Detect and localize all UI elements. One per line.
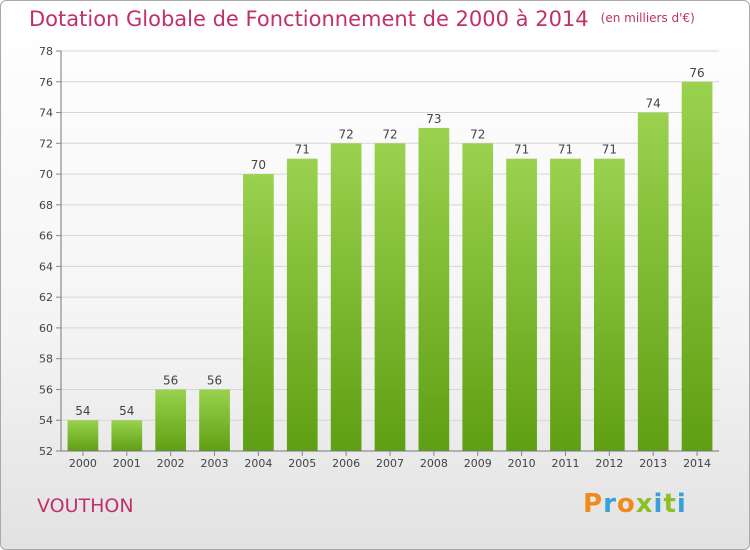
chart-subtitle: (en milliers d'€): [600, 11, 695, 25]
x-tick-label: 2006: [332, 457, 360, 470]
bar-value-label: 74: [646, 97, 661, 111]
bar-value-label: 72: [382, 127, 397, 141]
bar: [681, 81, 713, 452]
x-tick-label: 2007: [376, 457, 404, 470]
y-tick-label: 76: [39, 76, 53, 89]
bar: [637, 112, 669, 452]
bar: [418, 127, 450, 451]
y-tick-label: 62: [39, 291, 53, 304]
bar-value-label: 76: [689, 66, 704, 80]
y-tick-label: 70: [39, 168, 53, 181]
bar: [330, 143, 362, 452]
bar-value-label: 71: [558, 143, 573, 157]
y-tick-label: 72: [39, 137, 53, 150]
y-tick-label: 78: [39, 45, 53, 58]
bar-value-label: 73: [426, 112, 441, 126]
bar: [462, 143, 494, 452]
logo-letter: i: [653, 489, 664, 519]
y-tick-label: 56: [39, 383, 53, 396]
bar: [155, 389, 187, 451]
bar: [67, 420, 99, 451]
bar-value-label: 71: [602, 143, 617, 157]
x-tick-label: 2003: [201, 457, 229, 470]
x-tick-label: 2013: [639, 457, 667, 470]
x-tick-label: 2008: [420, 457, 448, 470]
bar-value-label: 54: [75, 404, 90, 418]
x-tick-label: 2004: [244, 457, 272, 470]
bar: [286, 158, 318, 451]
bar: [506, 158, 537, 451]
bar: [550, 158, 581, 451]
x-tick-label: 2011: [551, 457, 579, 470]
x-tick-label: 2014: [683, 457, 711, 470]
proxiti-logo: Proxiti: [583, 489, 687, 519]
logo-letter: x: [635, 489, 654, 519]
x-tick-label: 2009: [464, 457, 492, 470]
x-tick-label: 2002: [157, 457, 185, 470]
logo-letter: i: [676, 489, 687, 519]
bar-value-label: 72: [470, 127, 485, 141]
logo-letter: t: [663, 489, 677, 519]
bar: [374, 143, 406, 452]
chart-title: Dotation Globale de Fonctionnement de 20…: [29, 7, 695, 31]
bar: [199, 389, 230, 451]
y-tick-label: 60: [39, 322, 53, 335]
x-tick-label: 2005: [288, 457, 316, 470]
bar: [243, 174, 274, 452]
place-name: VOUTHON: [37, 495, 134, 517]
x-tick-label: 2000: [69, 457, 97, 470]
x-tick-label: 2001: [113, 457, 141, 470]
y-tick-label: 54: [39, 414, 53, 427]
y-tick-label: 58: [39, 353, 53, 366]
chart-title-text: Dotation Globale de Fonctionnement de 20…: [29, 7, 589, 31]
y-tick-label: 68: [39, 199, 53, 212]
y-tick-label: 74: [39, 107, 53, 120]
bar-value-label: 70: [251, 158, 266, 172]
bars: 54 54 56 56 70 71 72 72 73 72 71 71 71 74 76: [67, 66, 713, 452]
bar-value-label: 56: [207, 373, 222, 387]
bar-value-label: 71: [514, 143, 529, 157]
axes: 52 54 56 58 60 62 64 66 68 70 72 74 76 78 2000 2001 2002…: [39, 45, 719, 470]
bar-value-label: 54: [119, 404, 134, 418]
bar: [111, 420, 143, 451]
logo-letter: P: [583, 489, 604, 519]
x-tick-label: 2012: [595, 457, 623, 470]
x-tick-label: 2010: [508, 457, 536, 470]
bar-value-label: 56: [163, 373, 178, 387]
y-tick-label: 66: [39, 230, 53, 243]
y-tick-label: 52: [39, 445, 53, 458]
logo-letter: r: [603, 489, 617, 519]
logo-letter: o: [616, 489, 636, 519]
bar-value-label: 71: [295, 143, 310, 157]
bar-value-label: 72: [338, 127, 353, 141]
y-tick-label: 64: [39, 260, 53, 273]
bar: [593, 158, 625, 451]
